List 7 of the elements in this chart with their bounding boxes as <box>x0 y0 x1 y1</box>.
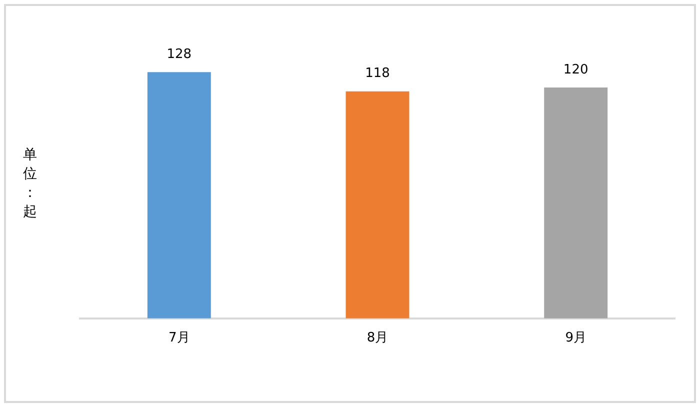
x-tick-label: 7月 <box>168 330 190 346</box>
data-label: 118 <box>365 66 390 82</box>
x-tick-label: 8月 <box>366 330 388 346</box>
data-label: 120 <box>563 62 588 78</box>
data-label: 128 <box>166 46 192 62</box>
y-axis-title: 单位：起 <box>22 146 38 222</box>
x-tick-label: 9月 <box>565 330 586 346</box>
